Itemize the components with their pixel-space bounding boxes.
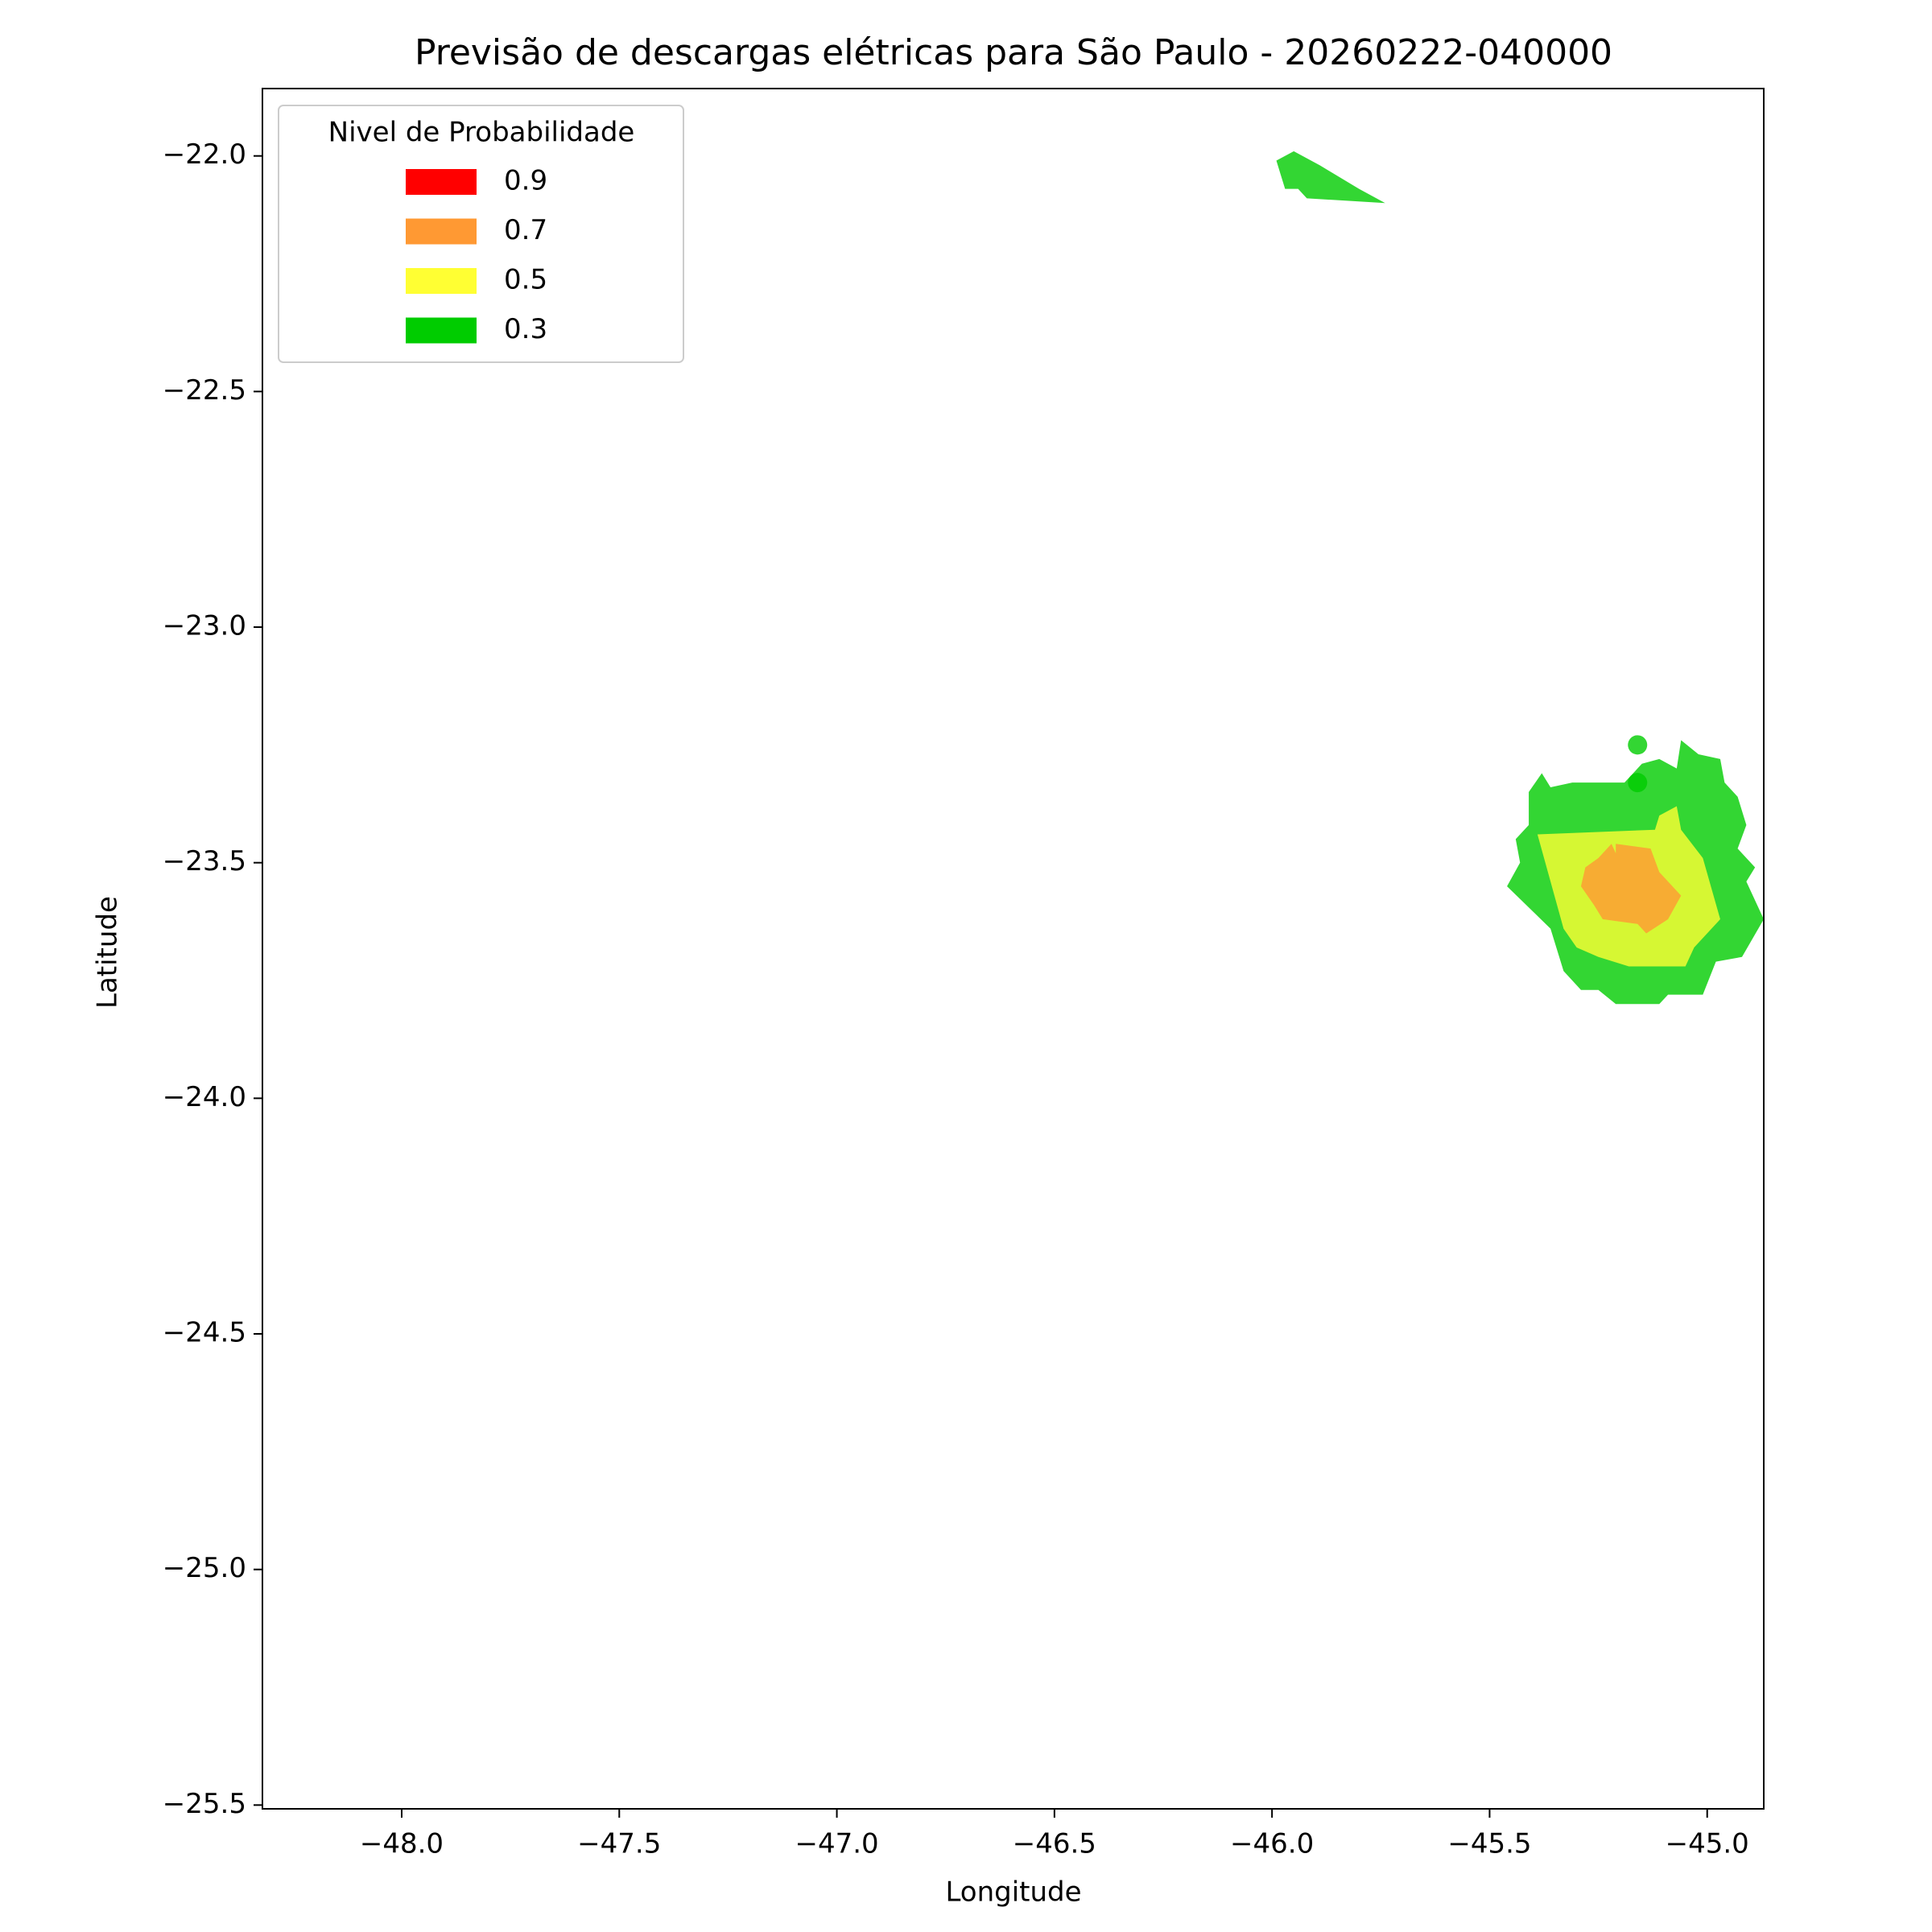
legend-label: 0.3 <box>504 313 547 345</box>
y-tick-label: −25.5 <box>163 1788 246 1820</box>
y-axis-label: Latitude <box>92 896 124 1009</box>
legend-box <box>278 105 684 363</box>
legend-swatch <box>406 169 477 195</box>
y-tick-label: −24.0 <box>163 1081 246 1113</box>
x-tick-label: −46.0 <box>1230 1828 1314 1860</box>
strike-point <box>1628 773 1648 793</box>
y-tick-label: −23.0 <box>163 610 246 642</box>
x-tick-label: −46.5 <box>1013 1828 1096 1860</box>
chart-title: Previsão de descargas elétricas para São… <box>415 32 1612 73</box>
x-tick-label: −45.0 <box>1666 1828 1749 1860</box>
strike-point <box>1628 735 1648 755</box>
x-tick-label: −45.5 <box>1447 1828 1531 1860</box>
x-tick-label: −47.5 <box>577 1828 661 1860</box>
y-tick-label: −24.5 <box>163 1316 246 1348</box>
y-tick-label: −25.0 <box>163 1552 246 1584</box>
legend-swatch <box>406 317 477 344</box>
legend-swatch <box>406 268 477 294</box>
y-tick-label: −23.5 <box>163 845 246 877</box>
probability-region <box>1276 151 1385 204</box>
legend-label: 0.7 <box>504 214 547 246</box>
legend-label: 0.5 <box>504 264 547 296</box>
probability-region <box>1580 844 1682 934</box>
legend-title: Nivel de Probabilidade <box>328 117 635 149</box>
y-tick-label: −22.0 <box>163 138 246 171</box>
x-axis-label: Longitude <box>945 1876 1081 1909</box>
x-tick-label: −48.0 <box>360 1828 444 1860</box>
y-tick-label: −22.5 <box>163 374 246 407</box>
x-tick-label: −47.0 <box>795 1828 878 1860</box>
plot-frame <box>262 88 1765 1810</box>
legend-label: 0.9 <box>504 165 547 197</box>
legend-swatch <box>406 218 477 245</box>
